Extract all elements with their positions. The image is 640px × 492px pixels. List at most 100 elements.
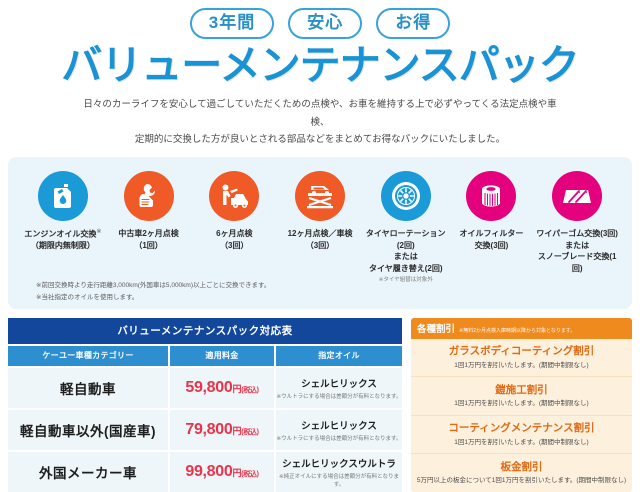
price-number: 99,800 [185,462,233,480]
oil-name: シェルヒリックス [301,378,377,390]
service-6month-inspection: 6ヶ月点検 （3回） [191,170,277,285]
cell-category: 外国メーカー車 [8,451,168,492]
price-table: バリューメンテナンスパック対応表 ケーユー車種カテゴリー 適用料金 指定オイル … [8,317,402,492]
table-row: 軽自動車 59,800円(税込) シェルヒリックス ※ウルトラにする場合は差額分… [8,367,402,408]
cell-category: 軽自動車以外(国産車) [8,409,168,450]
service-label: ワイパーゴム交換(3回) または スノーブレード交換(1回) [534,228,620,274]
cell-price: 59,800円(税込) [170,367,274,408]
service-line-1: 中古車2ヶ月点検 [118,228,179,238]
service-tire-rotation: タイヤローテーション(2回) または タイヤ履き替え(2回) ※タイヤ組替は対象… [363,170,449,285]
service-line-3: スノーブレード交換(1回) [537,252,617,273]
service-label: エンジンオイル交換※ （期限内無制限） [20,228,106,252]
service-label: 中古車2ヶ月点検 （1回） [106,228,192,251]
oil-name: シェルヒリックス [301,420,377,432]
table-row: 外国メーカー車 99,800円(税込) シェルヒリックスウルトラ ※純正オイルに… [8,451,402,492]
price-value: 79,800円(税込) [185,420,259,439]
discount-item: 鎧施工割引 1回1万円を割引いたします。(期間中制限なし) [411,377,632,416]
discount-header-note: ※無料2か月点検入庫時期以降から対象となります。 [459,327,576,334]
lead-paragraph: 日々のカーライフを安心して過ごしていただくための点検や、お車を維持する上で必ずや… [80,96,560,149]
discount-panel: 各種割引 ※無料2か月点検入庫時期以降から対象となります。 ガラスボディコーティ… [411,317,632,492]
service-line-2: （3回） [220,240,249,250]
column-header-category: ケーユー車種カテゴリー [8,345,168,366]
service-line-1: オイルフィルター [459,228,524,238]
service-line-2: （期限内無制限） [30,241,95,251]
cell-price: 79,800円(税込) [170,409,274,450]
service-line-2: または [565,240,590,250]
discount-desc: 5万円以上の板金について1回1万円を割引いたします。(期間中制限なし) [416,477,627,485]
discount-name: 板金割引 [500,460,543,473]
badge-row: 3年間 安心 お得 [0,0,640,40]
panel-footnote-2: ※当社指定のオイルを使用します。 [36,293,139,301]
badge-duration: 3年間 [189,8,275,40]
page-title: バリューメンテナンスパック [61,41,580,90]
cell-oil: シェルヒリックス ※ウルトラにする場合は差額分が有料となります。 [276,409,402,450]
service-label: タイヤローテーション(2回) または タイヤ履き替え(2回) [363,228,449,274]
price-number: 79,800 [185,420,233,438]
service-wiper-rubber: ワイパーゴム交換(3回) または スノーブレード交換(1回) [534,170,620,285]
discount-desc: 1回1万円を割引いたします。(期間中制限なし) [454,438,589,446]
price-tax: (税込) [241,428,259,436]
panel-footnotes: ※前回交換時より走行距離3,000km(外国車は5,000km)以上ごとに交換で… [36,280,270,303]
service-label: 6ヶ月点検 （3回） [191,228,277,251]
price-tax: (税込) [241,470,259,478]
service-line-1: エンジンオイル交換 [24,229,97,239]
panel-footnote-1: ※前回交換時より走行距離3,000km(外国車は5,000km)以上ごとに交換で… [36,282,271,290]
table-header-row: ケーユー車種カテゴリー 適用料金 指定オイル [8,345,402,366]
lead-line-1: 日々のカーライフを安心して過ごしていただくための点検や、お車を維持する上で必ずや… [83,99,557,128]
cell-category: 軽自動車 [8,367,168,408]
discount-name: ガラスボディコーティング割引 [448,345,595,358]
service-line-2: （3回） [305,240,335,250]
table-title: バリューメンテナンスパック対応表 [8,317,402,344]
price-unit: 円 [232,467,242,478]
hand-wrench-icon [123,170,174,221]
oil-can-icon [37,170,88,221]
cell-price: 99,800円(税込) [170,451,274,492]
tire-wheel-icon [380,170,431,221]
service-label: 12ヶ月点検／車検 （3回） [277,228,363,251]
mechanic-car-inspection-icon [209,170,260,221]
service-subnote: ※タイヤ組替は対象外 [378,277,433,284]
services-panel: エンジンオイル交換※ （期限内無制限） 中古車2ヶ月点検 （1回） [8,156,632,309]
service-line-2: または [393,252,418,262]
cell-oil: シェルヒリックス ※ウルトラにする場合は差額分が有料となります。 [276,367,402,408]
service-label: オイルフィルター 交換(3回) [449,228,535,251]
service-line-1: 6ヶ月点検 [216,228,253,238]
price-value: 59,800円(税込) [185,378,259,397]
discount-header: 各種割引 ※無料2か月点検入庫時期以降から対象となります。 [411,317,632,339]
price-value: 99,800円(税込) [185,462,259,481]
badge-value: お得 [376,8,451,40]
service-used-car-2month: 中古車2ヶ月点検 （1回） [106,170,192,285]
discount-header-title: 各種割引 [417,323,456,335]
bottom-section: バリューメンテナンスパック対応表 ケーユー車種カテゴリー 適用料金 指定オイル … [0,309,640,492]
price-number: 59,800 [185,378,233,396]
service-line-1: ワイパーゴム交換(3回) [536,228,618,238]
discount-desc: 1回1万円を割引いたします。(期間中制限なし) [454,400,589,408]
lead-line-2: 定期的に交換した方が良いとされる部品などをまとめてお得なパックにいたしました。 [134,134,506,146]
service-line-1: タイヤローテーション(2回) [365,228,446,250]
discount-desc: 1回1万円を割引いたします。(期間中制限なし) [454,361,589,369]
discount-item: コーティングメンテナンス割引 1回1万円を割引いたします。(期間中制限なし) [411,416,632,455]
discount-item: 板金割引 5万円以上の板金について1回1万円を割引いたします。(期間中制限なし) [411,454,632,492]
discount-item: ガラスボディコーティング割引 1回1万円を割引いたします。(期間中制限なし) [411,339,632,378]
services-row: エンジンオイル交換※ （期限内無制限） 中古車2ヶ月点検 （1回） [8,157,632,285]
car-lift-icon [295,170,346,221]
oil-note: ※ウルトラにする場合は差額分が有料となります。 [276,393,402,400]
price-unit: 円 [232,425,242,436]
oil-note: ※ウルトラにする場合は差額分が有料となります。 [276,435,402,442]
price-tax: (税込) [241,386,259,394]
cell-oil: シェルヒリックスウルトラ ※純正オイルにする場合は差額分が有料となります。 [276,451,402,492]
discount-name: 鎧施工割引 [495,383,548,396]
oil-name: シェルヒリックスウルトラ [282,458,396,470]
column-header-price: 適用料金 [170,345,274,366]
service-line-2: （1回） [134,240,163,250]
price-unit: 円 [232,383,242,394]
column-header-oil: 指定オイル [276,345,402,366]
wiper-blade-icon [552,170,603,221]
service-mark: ※ [96,228,102,235]
service-oil-filter: オイルフィルター 交換(3回) [449,170,535,285]
discount-name: コーティングメンテナンス割引 [448,422,595,435]
table-row: 軽自動車以外(国産車) 79,800円(税込) シェルヒリックス ※ウルトラにす… [8,409,402,450]
service-engine-oil: エンジンオイル交換※ （期限内無制限） [20,170,106,285]
service-line-2: 交換(3回) [474,240,509,250]
